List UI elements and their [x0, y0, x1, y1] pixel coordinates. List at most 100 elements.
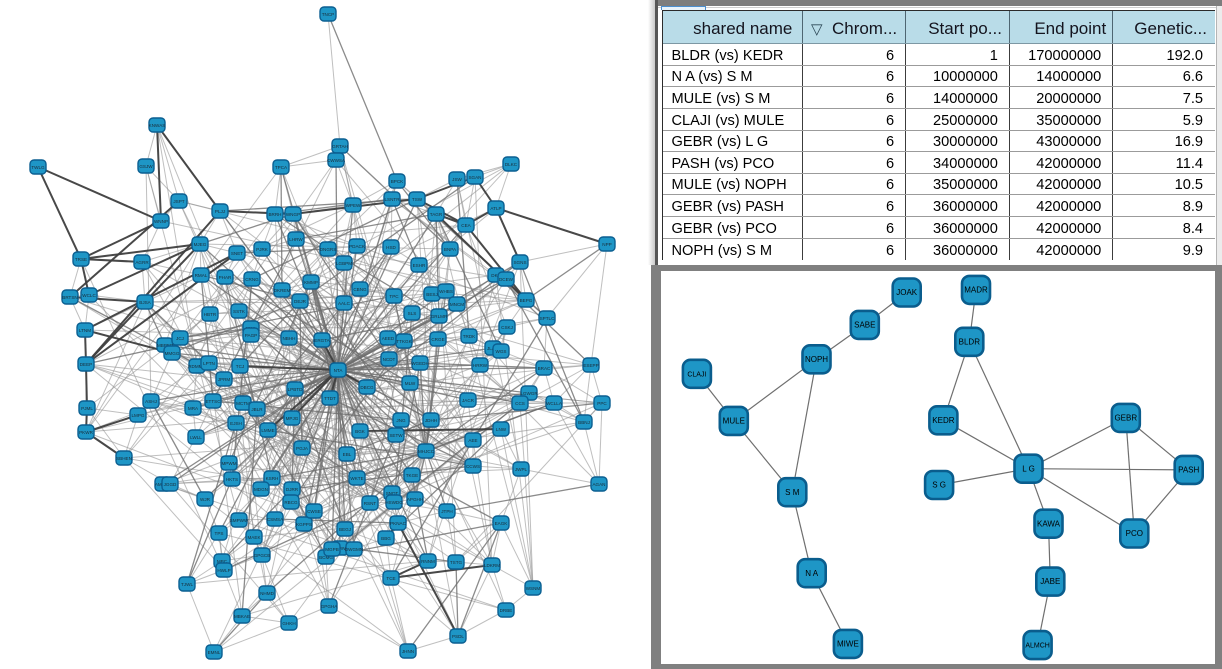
svg-text:KSRH: KSRH	[266, 476, 279, 481]
svg-text:DJRR: DJRR	[286, 487, 299, 492]
svg-text:SSTK: SSTK	[233, 309, 246, 314]
svg-text:GRTAH: GRTAH	[332, 144, 348, 149]
svg-text:JGGD: JGGD	[164, 482, 177, 487]
svg-text:KAWA: KAWA	[1037, 520, 1061, 529]
svg-text:NTA: NTA	[334, 368, 344, 373]
svg-text:BCMG: BCMG	[319, 555, 333, 560]
svg-text:RMAL: RMAL	[195, 273, 208, 278]
svg-text:TTKGK: TTKGK	[396, 339, 412, 344]
svg-text:GSJW: GSJW	[139, 164, 153, 169]
svg-text:NHMD: NHMD	[260, 591, 274, 596]
svg-text:LPBTD: LPBTD	[288, 387, 303, 392]
svg-text:HWLP: HWLP	[217, 568, 230, 573]
svg-text:MBPEP: MBPEP	[157, 343, 173, 348]
svg-text:ATLP: ATLP	[490, 206, 501, 211]
svg-text:AEE: AEE	[468, 438, 477, 443]
svg-text:SETW: SETW	[389, 433, 403, 438]
svg-text:LMPG: LMPG	[131, 413, 144, 418]
svg-text:DCEW: DCEW	[499, 277, 514, 282]
svg-text:TSW: TSW	[412, 197, 423, 202]
svg-text:BBG: BBG	[381, 536, 391, 541]
svg-text:MHJCC: MHJCC	[418, 449, 435, 454]
svg-text:AGAN: AGAN	[592, 482, 605, 487]
svg-text:RBCG: RBCG	[284, 500, 298, 505]
svg-text:PKWR: PKWR	[79, 430, 93, 435]
svg-text:KMMP: KMMP	[304, 280, 318, 285]
svg-text:TRSE: TRSE	[75, 257, 87, 262]
svg-text:CCWS: CCWS	[466, 464, 480, 469]
svg-text:MADR: MADR	[964, 286, 988, 295]
svg-text:TWLG: TWLG	[31, 165, 45, 170]
svg-text:MRA: MRA	[188, 406, 199, 411]
svg-text:JWPL: JWPL	[515, 467, 528, 472]
svg-text:DBCG: DBCG	[360, 385, 374, 390]
svg-text:BRTSN: BRTSN	[62, 295, 78, 300]
svg-text:SGAN: SGAN	[468, 175, 481, 180]
svg-text:MBKAE: MBKAE	[234, 614, 250, 619]
svg-text:GHKH: GHKH	[282, 621, 295, 626]
svg-text:DWGMN: DWGMN	[345, 547, 363, 552]
svg-text:LNW: LNW	[496, 427, 507, 432]
svg-text:DRBE: DRBE	[500, 608, 513, 613]
svg-text:KEDR: KEDR	[932, 416, 954, 425]
svg-text:BJSA: BJSA	[139, 300, 151, 305]
svg-text:DNGRS: DNGRS	[320, 247, 337, 252]
svg-text:HKTS: HKTS	[226, 477, 238, 482]
svg-text:JCJ: JCJ	[176, 336, 184, 341]
svg-text:EBL: EBL	[343, 452, 352, 457]
svg-text:TTDT: TTDT	[324, 396, 336, 401]
svg-text:TPCA: TPCA	[275, 165, 288, 170]
svg-text:MMGG: MMGG	[165, 351, 180, 356]
svg-text:PLJJ: PLJJ	[215, 209, 225, 214]
svg-text:WNNP: WNNP	[154, 219, 168, 224]
svg-text:BEGJ: BEGJ	[339, 527, 351, 532]
svg-text:ESHR: ESHR	[413, 263, 426, 268]
svg-text:GEBR: GEBR	[1114, 414, 1137, 423]
svg-text:JTPH: JTPH	[441, 509, 452, 514]
svg-text:RSNT: RSNT	[364, 501, 377, 506]
svg-text:ESEPP: ESEPP	[583, 363, 598, 368]
svg-text:CRNG: CRNG	[245, 277, 259, 282]
svg-text:HSD: HSD	[386, 245, 396, 250]
svg-text:TAGR: TAGR	[430, 212, 443, 217]
svg-text:KNWAS: KNWAS	[149, 123, 166, 128]
svg-text:PKNAC: PKNAC	[390, 521, 407, 526]
svg-text:LWLL: LWLL	[190, 435, 202, 440]
svg-text:APGHH: APGHH	[407, 497, 423, 502]
svg-text:GRLMR: GRLMR	[431, 314, 448, 319]
svg-text:LGBPM: LGBPM	[336, 261, 352, 266]
svg-text:MIWE: MIWE	[837, 640, 859, 649]
svg-text:TSTG: TSTG	[450, 560, 463, 565]
svg-text:MAEK: MAEK	[247, 535, 261, 540]
svg-text:PGJA: PGJA	[296, 446, 309, 451]
svg-text:PJRK: PJRK	[256, 247, 269, 252]
svg-text:JSPT: JSPT	[173, 199, 184, 204]
svg-text:HBTR: HBTR	[204, 312, 217, 317]
svg-text:CEA: CEA	[461, 223, 471, 228]
svg-text:CBNG: CBNG	[353, 287, 367, 292]
svg-text:ETTSC: ETTSC	[205, 399, 221, 404]
svg-text:PJML: PJML	[81, 406, 93, 411]
svg-text:LSNTR: LSNTR	[384, 197, 400, 202]
svg-text:EAGK: EAGK	[495, 521, 509, 526]
svg-text:BEPG: BEPG	[520, 298, 533, 303]
svg-text:TCE: TCE	[386, 576, 395, 581]
svg-text:WGEDH: WGEDH	[411, 361, 429, 366]
svg-text:CSMSA: CSMSA	[267, 517, 284, 522]
svg-text:SABE: SABE	[854, 321, 875, 330]
svg-text:SNDT: SNDT	[386, 491, 399, 496]
svg-text:AGRR: AGRR	[135, 260, 149, 265]
svg-text:SMPWW: SMPWW	[230, 518, 249, 523]
svg-text:TCJ: TCJ	[236, 364, 244, 369]
svg-text:DKE: DKE	[491, 273, 500, 278]
svg-text:SGNS: SGNS	[513, 260, 526, 265]
svg-text:CSKJ: CSKJ	[501, 325, 513, 330]
svg-text:JOAK: JOAK	[896, 289, 918, 298]
svg-text:MCTM: MCTM	[236, 401, 250, 406]
svg-text:N A: N A	[805, 569, 819, 578]
svg-text:MPJG: MPJG	[286, 416, 299, 421]
svg-text:BBNJ: BBNJ	[578, 420, 590, 425]
svg-text:EJSH: EJSH	[230, 421, 242, 426]
svg-text:LGWGR: LGWGR	[520, 391, 538, 396]
svg-text:MDGN: MDGN	[254, 487, 268, 492]
